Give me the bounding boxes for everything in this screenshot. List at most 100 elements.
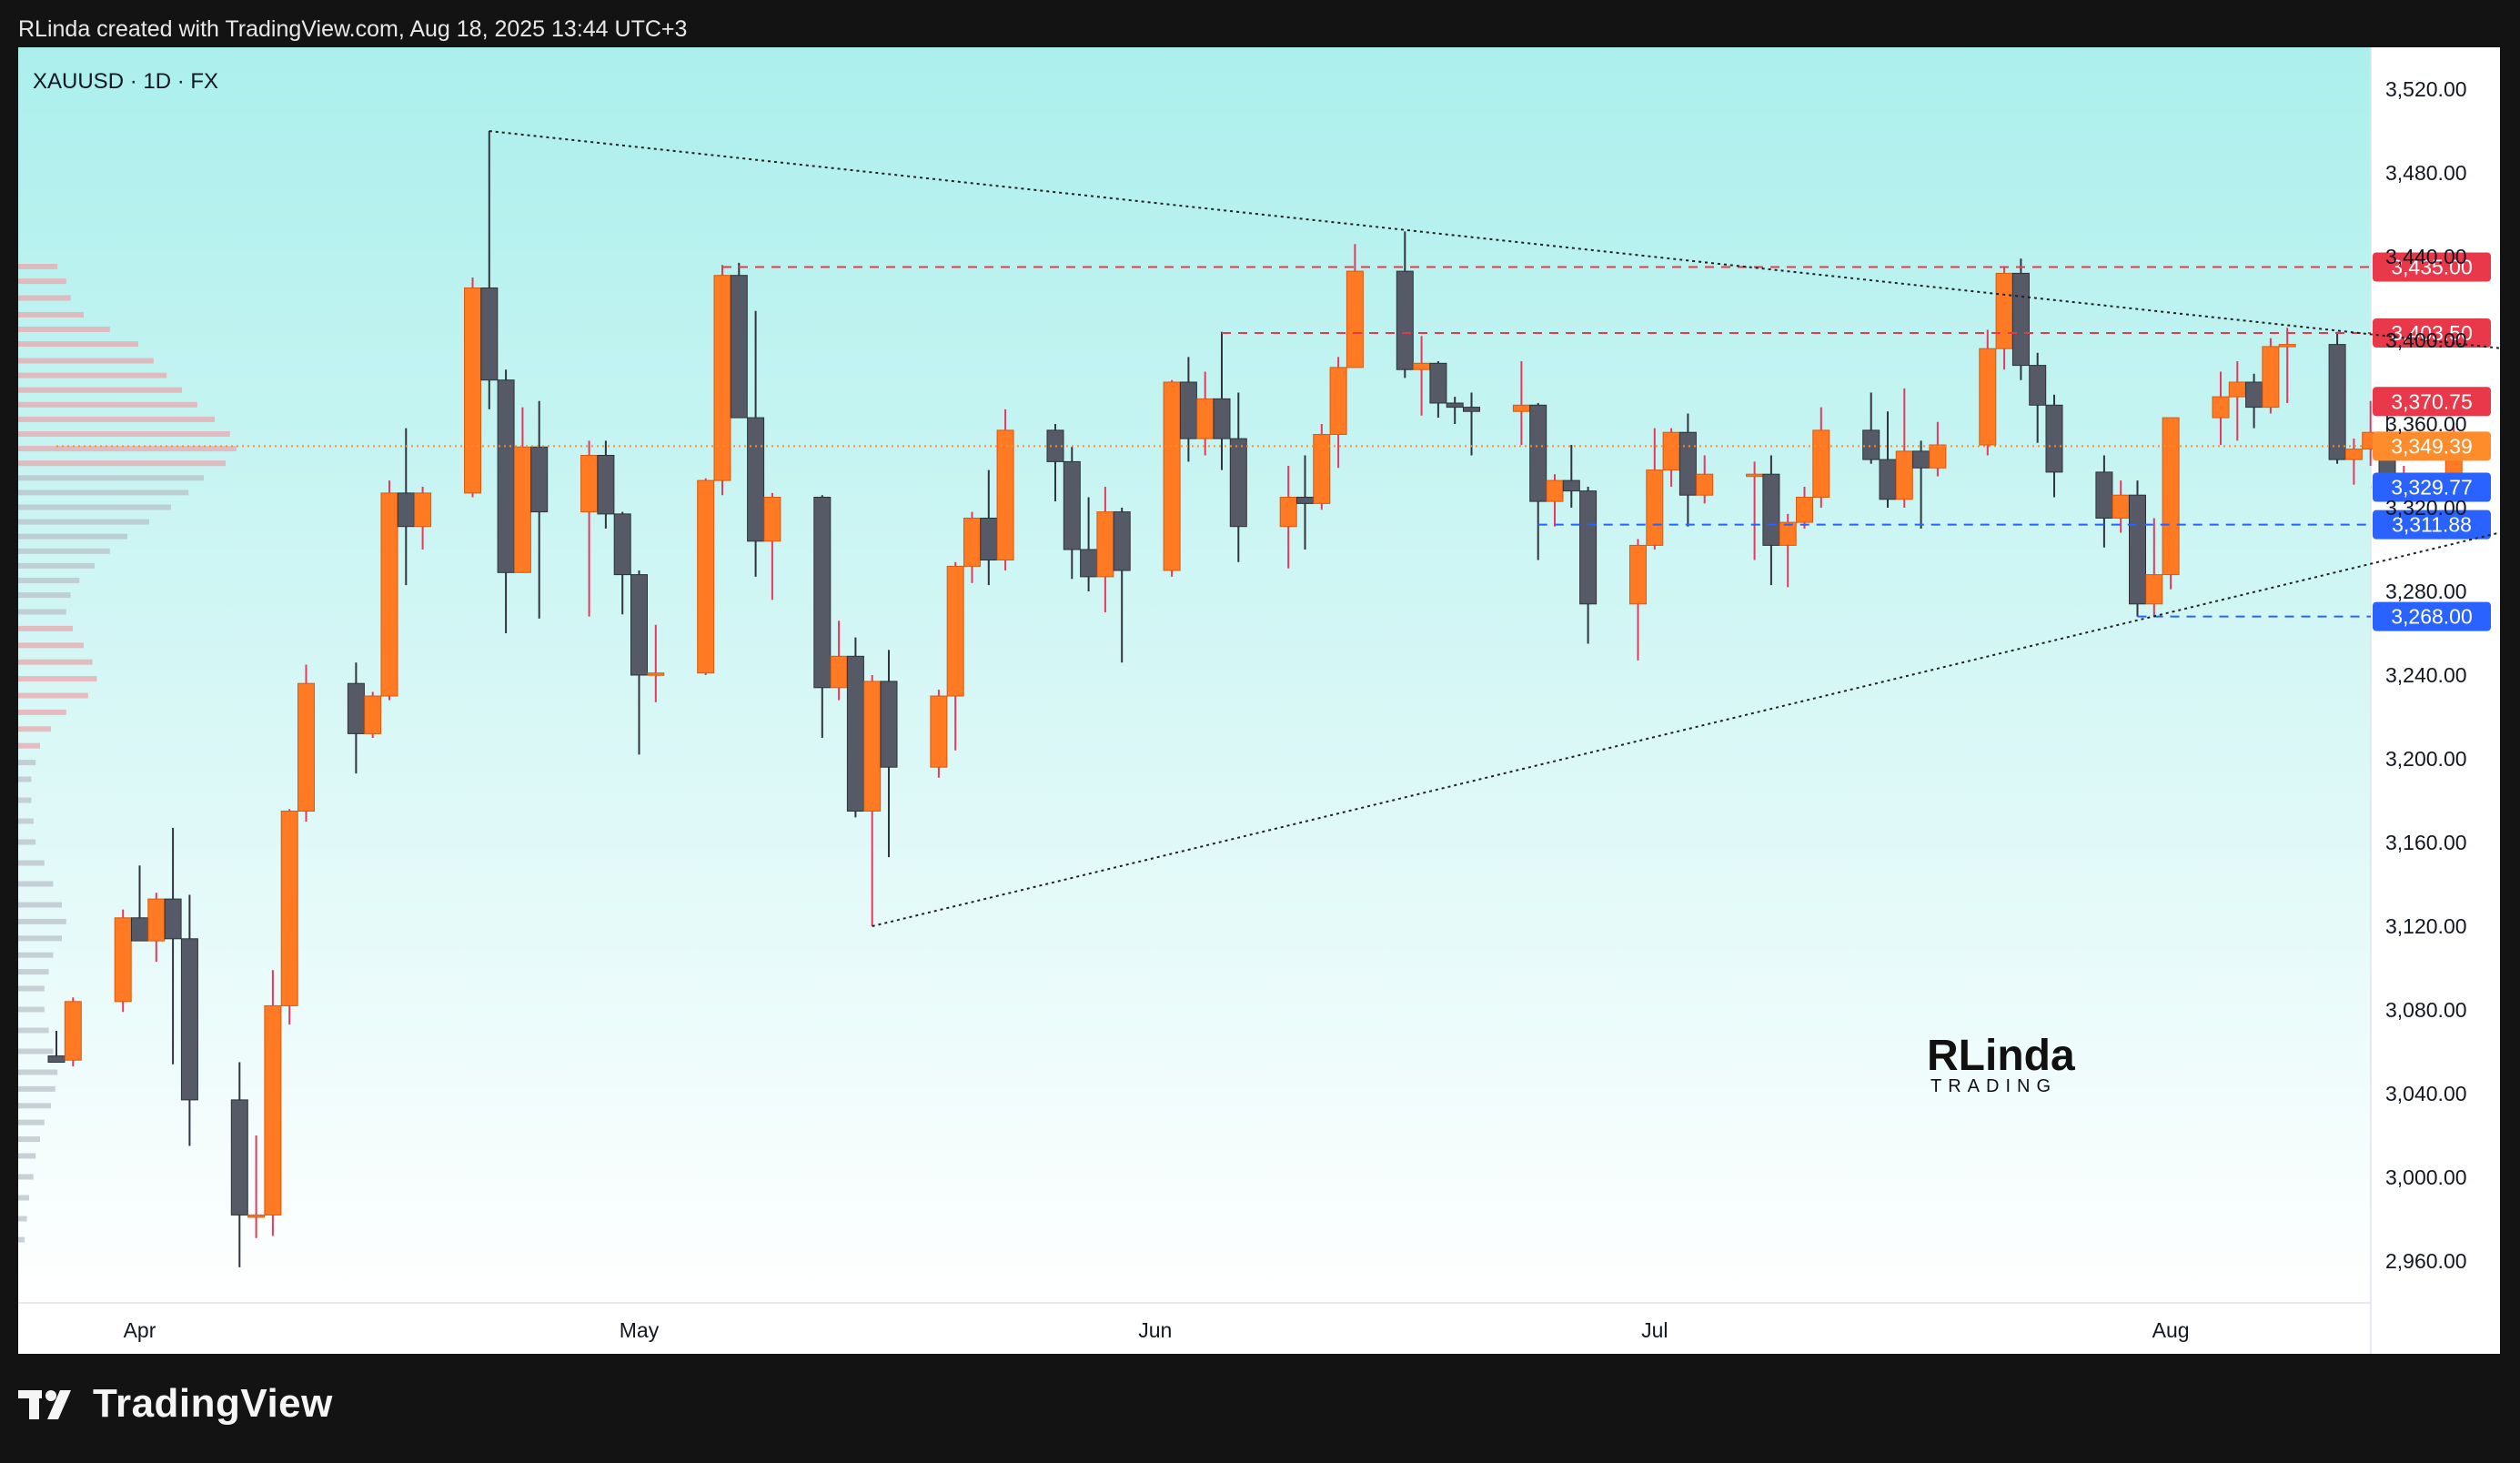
- candle-body: [147, 898, 166, 942]
- candle-body: [1329, 367, 1347, 435]
- candle-body: [830, 655, 848, 689]
- candle-body: [1746, 473, 1764, 478]
- candlestick-chart[interactable]: 3,435.00 3,403.50 3,370.75 3,349.39 3,329.77…: [18, 47, 2500, 1354]
- candle-body: [380, 492, 398, 697]
- volume-bar: [18, 446, 237, 452]
- price-tick-label: 3,120.00: [2385, 914, 2467, 938]
- price-label: 3,311.88: [2392, 513, 2472, 537]
- candle-body: [763, 497, 781, 542]
- price-label: 3,329.77: [2391, 476, 2473, 499]
- volume-bar: [18, 726, 51, 732]
- candle-body: [1779, 521, 1797, 546]
- candle-body: [580, 455, 599, 513]
- candle-body: [863, 681, 882, 812]
- chart-frame[interactable]: 3,435.00 3,403.50 3,370.75 3,349.39 3,329.77…: [18, 47, 2500, 1354]
- candle-body: [1213, 398, 1231, 439]
- candle-body: [846, 655, 864, 812]
- candle-body: [1762, 473, 1780, 546]
- price-tick-label: 3,280.00: [2385, 580, 2467, 603]
- watermark-line1: RLinda: [1927, 1032, 2075, 1080]
- volume-bar: [18, 311, 84, 318]
- candle-body: [2029, 365, 2047, 406]
- candle-body: [64, 1001, 82, 1061]
- volume-bar: [18, 776, 32, 782]
- volume-bar: [18, 1069, 58, 1075]
- candle-body: [1529, 404, 1547, 502]
- candle-body: [1413, 362, 1431, 370]
- time-axis-panel: [18, 1303, 2371, 1354]
- symbol-title: XAUUSD · 1D · FX: [33, 69, 218, 94]
- candle-body: [813, 497, 832, 689]
- candle-body: [647, 672, 665, 676]
- volume-bar: [18, 460, 226, 467]
- volume-bar: [18, 692, 88, 699]
- volume-bar: [18, 1103, 51, 1109]
- volume-bar: [18, 401, 197, 408]
- candle-body: [1113, 511, 1131, 571]
- time-tick-label: Apr: [124, 1318, 156, 1342]
- candle-body: [613, 513, 631, 576]
- candle-body: [946, 565, 964, 697]
- candle-body: [1163, 381, 1181, 571]
- volume-bar: [18, 264, 58, 269]
- rlinda-watermark: RLinda TRADING: [1927, 1032, 2075, 1096]
- candle-body: [1979, 348, 1997, 446]
- price-label: 3,268.00: [2391, 605, 2473, 629]
- volume-bar: [18, 818, 34, 824]
- volume-bar: [18, 387, 182, 393]
- candle-body: [1895, 450, 1913, 500]
- volume-bar: [18, 372, 167, 378]
- volume-bar: [18, 797, 32, 803]
- price-label-bg: [2373, 601, 2491, 631]
- volume-bar: [18, 1006, 45, 1013]
- tradingview-logo[interactable]: TradingView: [18, 1381, 333, 1427]
- candle-body: [480, 288, 499, 381]
- candle-body: [1678, 431, 1697, 496]
- volume-bar: [18, 1174, 34, 1180]
- candle-body: [1662, 431, 1680, 471]
- time-axis: Apr May Jun Jul Aug: [124, 1318, 2190, 1342]
- top-bar: RLinda created with TradingView.com, Aug…: [0, 0, 2520, 47]
- candle-body: [347, 682, 365, 734]
- volume-bar: [18, 533, 127, 540]
- volume-bar: [18, 902, 62, 908]
- candle-body: [996, 429, 1014, 560]
- price-label-bg: [2373, 387, 2491, 417]
- candle-body: [1096, 511, 1114, 578]
- plot-background: [18, 47, 2371, 1303]
- volume-bar: [18, 609, 66, 615]
- candle-body: [1313, 434, 1331, 504]
- time-tick-label: Aug: [2152, 1318, 2190, 1342]
- volume-bar: [18, 1216, 27, 1222]
- volume-bar: [18, 1236, 25, 1243]
- candle-body: [2145, 574, 2163, 605]
- candle-body: [1929, 444, 1947, 469]
- candle-body: [1912, 450, 1930, 469]
- price-label: 3,403.50: [2391, 321, 2473, 345]
- price-tick-label: 2,960.00: [2385, 1249, 2467, 1273]
- volume-bar: [18, 918, 66, 924]
- candle-body: [247, 1214, 266, 1218]
- candle-body: [2212, 396, 2230, 419]
- price-tick-label: 3,200.00: [2385, 747, 2467, 771]
- candle-body: [264, 1004, 282, 1216]
- volume-bar: [18, 625, 73, 631]
- volume-bar: [18, 1136, 40, 1143]
- volume-bar: [18, 985, 45, 992]
- volume-bar: [18, 676, 97, 682]
- candle-body: [2228, 381, 2246, 398]
- horizontal-levels: 3,435.00 3,403.50 3,370.75 3,349.39 3,329.77…: [56, 252, 2491, 631]
- candle-body: [2262, 346, 2280, 409]
- candle-body: [131, 917, 148, 942]
- price-label-bg: [2373, 472, 2491, 502]
- candle-body: [1812, 429, 1830, 498]
- volume-bar: [18, 1085, 55, 1092]
- candle-body: [1063, 460, 1081, 550]
- candle-body: [497, 379, 515, 573]
- candle-body: [1696, 473, 1714, 496]
- candle-body: [2045, 404, 2063, 473]
- candle-body: [880, 681, 898, 768]
- volume-bar: [18, 341, 138, 348]
- volume-bar: [18, 1027, 49, 1034]
- volume-bar: [18, 860, 45, 866]
